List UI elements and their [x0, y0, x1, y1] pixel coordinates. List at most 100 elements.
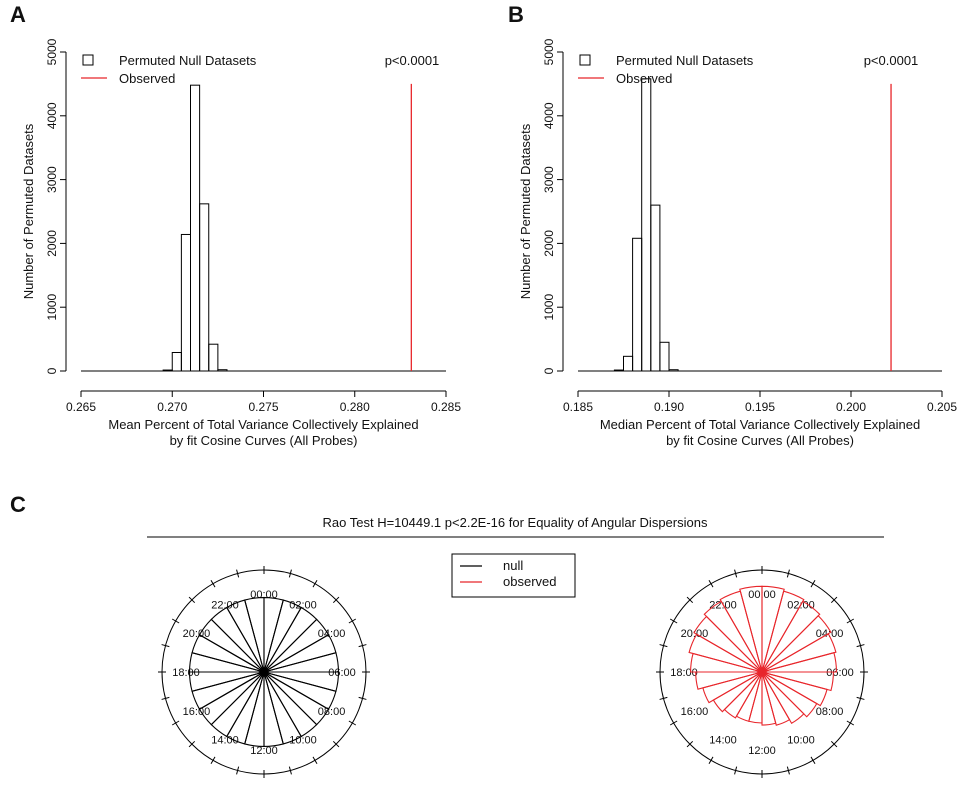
hour-label-4: 08:00	[318, 706, 346, 718]
clock-tick-16	[669, 720, 678, 726]
histogram-bar-4	[199, 203, 210, 372]
x-tick-label-4: 0.285	[431, 400, 461, 414]
hour-label-6: 12:00	[250, 745, 278, 757]
clock-tick-4	[348, 618, 357, 624]
hour-label-8: 16:00	[183, 706, 211, 718]
x-tick-label-1: 0.190	[654, 400, 684, 414]
rose-sector-20	[693, 615, 763, 673]
hour-label-9: 18:00	[172, 667, 200, 679]
rose-sector-3	[761, 614, 832, 673]
hour-label-4: 08:00	[816, 706, 844, 718]
rose-sector-5	[761, 652, 838, 673]
y-axis-label: Number of Permuted Datasets	[518, 123, 533, 299]
rose-sector-17	[695, 671, 763, 690]
rose-sectors	[688, 585, 838, 726]
legend-swatch-box	[579, 54, 591, 66]
y-tick-label-5: 5000	[542, 38, 556, 65]
rose-sectors	[188, 596, 340, 748]
histogram-bar-5	[208, 343, 219, 372]
x-tick-label-2: 0.275	[248, 400, 278, 414]
clock-tick-1	[786, 569, 790, 578]
clock-tick-19	[659, 644, 668, 648]
clock-tick-10	[810, 756, 816, 765]
clock-tick-23	[734, 569, 738, 578]
clock-tick-17	[161, 696, 170, 700]
y-tick-label-2: 2000	[45, 230, 59, 257]
p-value-label: p<0.0001	[385, 53, 440, 68]
hour-label-5: 10:00	[787, 735, 815, 747]
histogram-panel-a: 0.265 0.270 0.275 0.280 0.285 Mean Percent of…	[21, 38, 461, 448]
clock-tick-11	[786, 766, 790, 775]
clock-tick-23	[236, 569, 240, 578]
rose-sector-11	[761, 671, 777, 726]
x-axis-label-line-1: by fit Cosine Curves (All Probes)	[170, 433, 358, 448]
y-tick-label-5: 5000	[45, 38, 59, 65]
clock-tick-16	[171, 720, 180, 726]
y-tick-label-4: 4000	[45, 102, 59, 129]
y-tick-label-3: 3000	[45, 166, 59, 193]
x-axis-label-line-0: Median Percent of Total Variance Collect…	[600, 417, 920, 432]
rose-sector-9	[761, 671, 805, 724]
hour-label-8: 16:00	[681, 706, 709, 718]
hour-label-7: 14:00	[211, 735, 239, 747]
clock-observed: 00:0002:0004:0006:0008:0010:0012:0014:00…	[656, 566, 868, 778]
histogram-bar-6	[668, 369, 679, 372]
clock-tick-22	[210, 579, 216, 588]
y-tick-label-0: 0	[45, 367, 59, 374]
clock-tick-4	[846, 618, 855, 624]
rose-sector-7	[761, 671, 828, 707]
clock-tick-2	[312, 579, 318, 588]
histogram-bar-2	[180, 233, 191, 372]
legend-label-null: Permuted Null Datasets	[119, 53, 257, 68]
histogram-bar-3	[641, 78, 652, 372]
rose-sector-2	[761, 600, 821, 673]
rose-sector-23	[739, 585, 763, 673]
legend-box	[451, 553, 576, 598]
histogram-bar-6	[217, 369, 228, 372]
rose-sector-8	[761, 671, 818, 718]
histogram-bar-1	[623, 355, 634, 372]
clock-tick-3	[332, 596, 340, 604]
rose-sector-10	[761, 671, 791, 726]
clock-tick-2	[810, 579, 816, 588]
clock-tick-8	[348, 720, 357, 726]
rose-sector-17	[188, 671, 265, 692]
clock-tick-7	[856, 696, 865, 700]
histogram-bar-1	[171, 351, 182, 372]
histogram-bar-2	[632, 237, 643, 372]
clock-tick-5	[856, 644, 865, 648]
histogram-bar-5	[659, 341, 670, 372]
clock-tick-8	[846, 720, 855, 726]
rose-sector-1	[761, 590, 805, 673]
clock-tick-7	[358, 696, 367, 700]
legend-label-null: null	[503, 558, 523, 573]
legend-label-observed: observed	[503, 574, 556, 589]
clock-tick-19	[161, 644, 170, 648]
histogram-bar-0	[162, 369, 173, 372]
x-tick-label-2: 0.195	[745, 400, 775, 414]
p-value-label: p<0.0001	[864, 53, 919, 68]
rose-sector-6	[761, 671, 834, 692]
x-tick-label-4: 0.205	[927, 400, 957, 414]
clock-tick-3	[830, 596, 838, 604]
hour-label-11: 22:00	[211, 599, 239, 611]
clock-tick-5	[358, 644, 367, 648]
clock-null: 00:0002:0004:0006:0008:0010:0012:0014:00…	[158, 566, 370, 778]
clock-tick-13	[236, 766, 240, 775]
clock-tick-14	[210, 756, 216, 765]
histogram-bar-4	[650, 204, 661, 372]
clock-tick-20	[171, 618, 180, 624]
panel-letter-b: B	[508, 2, 524, 27]
hour-label-5: 10:00	[289, 735, 317, 747]
x-axis-label-line-0: Mean Percent of Total Variance Collectiv…	[108, 417, 418, 432]
rose-sector-11	[263, 671, 284, 748]
clock-tick-10	[312, 756, 318, 765]
x-tick-label-3: 0.200	[836, 400, 866, 414]
rose-sector-21	[210, 606, 265, 673]
clock-tick-20	[669, 618, 678, 624]
legend-label-observed: Observed	[616, 71, 672, 86]
legend-label-observed: Observed	[119, 71, 175, 86]
x-tick-label-0: 0.185	[563, 400, 593, 414]
histogram-panel-b: 0.185 0.190 0.195 0.200 0.205 Median Percent …	[518, 38, 957, 448]
